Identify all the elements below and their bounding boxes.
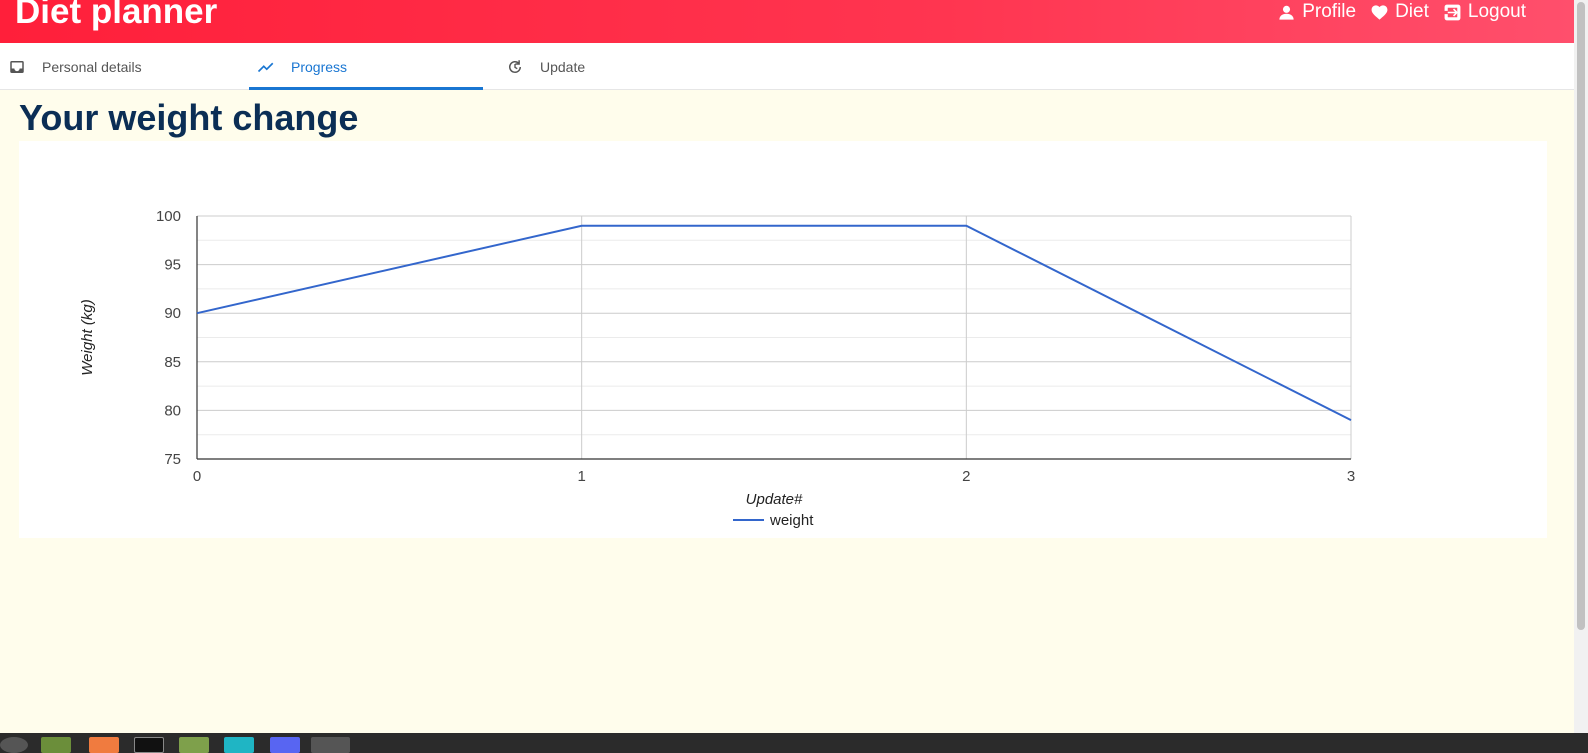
x-tick-label: 2: [962, 468, 970, 485]
page-heading: Your weight change: [19, 97, 359, 138]
tab-label: Personal details: [42, 58, 142, 75]
chrome-icon[interactable]: [311, 737, 350, 753]
launcher-icon[interactable]: [0, 737, 28, 753]
y-tick-label: 95: [164, 257, 181, 274]
x-tick-label: 3: [1347, 468, 1355, 485]
legend-label: weight: [769, 512, 814, 529]
app-title: Diet planner: [15, 0, 218, 31]
app-bar: Diet planner Profile Diet Logout: [0, 0, 1574, 43]
refresh-icon: [509, 59, 521, 73]
person-icon: [1279, 5, 1294, 20]
y-axis-title: Weight (kg): [79, 299, 96, 375]
scrollbar-thumb[interactable]: [1577, 2, 1585, 630]
x-tick-label: 1: [577, 468, 585, 485]
app-icon[interactable]: [89, 737, 119, 753]
logout-icon: [1444, 4, 1461, 20]
tab-label: Update: [540, 58, 586, 75]
logout-label: Logout: [1467, 1, 1526, 22]
y-tick-label: 85: [164, 354, 181, 371]
diet-button[interactable]: Diet: [1370, 1, 1429, 23]
diet-label: Diet: [1395, 1, 1429, 22]
tab-personal-details[interactable]: Personal details: [0, 43, 234, 90]
discord-icon[interactable]: [270, 737, 300, 753]
tab-update[interactable]: Update: [498, 43, 732, 90]
logout-button[interactable]: Logout: [1443, 1, 1526, 23]
vertical-scrollbar[interactable]: [1574, 0, 1588, 733]
terminal-icon[interactable]: [134, 737, 164, 753]
weight-line-chart: 75 80 85 90 95 100 0 1 2 3 Update# Weight (kg) weigh…: [79, 208, 1355, 529]
y-tick-label: 80: [164, 402, 181, 419]
x-axis-title: Update#: [746, 491, 803, 508]
x-tick-label: 0: [193, 468, 201, 485]
tab-label: Progress: [291, 58, 348, 75]
y-tick-label: 75: [164, 451, 181, 468]
files-icon[interactable]: [41, 737, 71, 753]
profile-button[interactable]: Profile: [1277, 1, 1356, 23]
trending-up-icon: [257, 62, 274, 72]
y-tick-label: 100: [156, 208, 181, 225]
tab-progress[interactable]: Progress: [249, 43, 483, 90]
y-tick-label: 90: [164, 305, 181, 322]
profile-label: Profile: [1302, 1, 1357, 22]
folder-icon[interactable]: [179, 737, 209, 753]
webstorm-icon[interactable]: [224, 737, 254, 753]
weight-chart-card: 75 80 85 90 95 100 0 1 2 3 Update# Weight (kg) weigh…: [19, 141, 1547, 538]
inbox-icon: [10, 60, 24, 73]
series-line-weight: [196, 224, 1352, 422]
app-actions: Profile Diet Logout: [1277, 0, 1526, 24]
heart-icon: [1371, 4, 1388, 20]
os-taskbar: [0, 733, 1588, 753]
tab-bar: Personal details Progress Update: [0, 43, 1574, 90]
